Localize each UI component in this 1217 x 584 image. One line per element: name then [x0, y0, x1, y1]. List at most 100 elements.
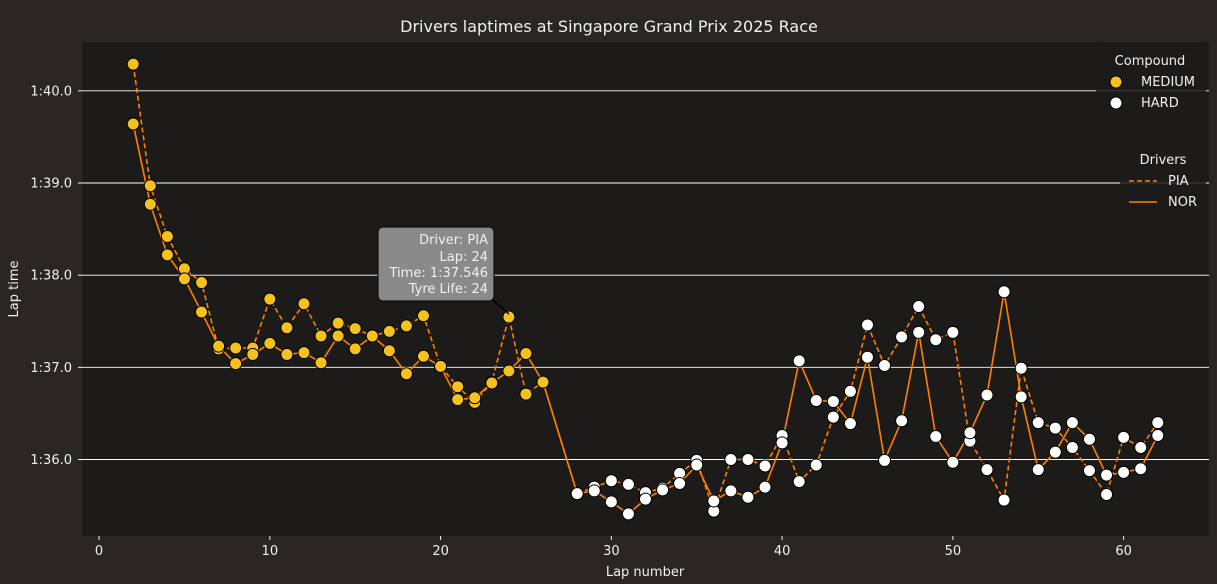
point-nor-lap-22[interactable] [468, 391, 482, 405]
point-nor-lap-24[interactable] [502, 364, 516, 378]
point-pia-lap-44[interactable] [843, 384, 857, 398]
point-nor-lap-21[interactable] [451, 393, 465, 407]
point-nor-lap-47[interactable] [895, 414, 909, 428]
point-pia-lap-60[interactable] [1117, 430, 1131, 444]
point-nor-lap-39[interactable] [758, 480, 772, 494]
point-nor-lap-59[interactable] [1100, 468, 1114, 482]
point-nor-lap-42[interactable] [809, 394, 823, 408]
point-pia-lap-61[interactable] [1134, 441, 1148, 455]
point-nor-lap-14[interactable] [331, 329, 345, 343]
point-pia-lap-10[interactable] [263, 292, 277, 306]
point-pia-lap-41[interactable] [792, 475, 806, 489]
point-nor-lap-30[interactable] [604, 495, 618, 509]
point-pia-lap-45[interactable] [860, 318, 874, 332]
point-pia-lap-55[interactable] [1031, 416, 1045, 430]
point-nor-lap-20[interactable] [434, 359, 448, 373]
point-nor-lap-58[interactable] [1082, 432, 1096, 446]
point-pia-lap-46[interactable] [878, 358, 892, 372]
point-nor-lap-15[interactable] [348, 342, 362, 356]
point-pia-lap-48[interactable] [912, 300, 926, 314]
point-nor-lap-53[interactable] [997, 285, 1011, 299]
point-pia-lap-12[interactable] [297, 297, 311, 311]
point-nor-lap-26[interactable] [536, 375, 550, 389]
point-nor-lap-55[interactable] [1031, 463, 1045, 477]
point-nor-lap-57[interactable] [1065, 416, 1079, 430]
point-pia-lap-38[interactable] [741, 453, 755, 467]
point-nor-lap-7[interactable] [212, 339, 226, 353]
point-nor-lap-56[interactable] [1048, 445, 1062, 459]
point-pia-lap-56[interactable] [1048, 421, 1062, 435]
point-pia-lap-24[interactable] [502, 310, 516, 324]
point-nor-lap-40[interactable] [775, 436, 789, 450]
point-pia-lap-43[interactable] [826, 410, 840, 424]
point-pia-lap-49[interactable] [929, 333, 943, 347]
data-points[interactable] [126, 57, 1165, 521]
point-pia-lap-39[interactable] [758, 459, 772, 473]
point-pia-lap-18[interactable] [399, 319, 413, 333]
point-nor-lap-61[interactable] [1134, 462, 1148, 476]
point-nor-lap-13[interactable] [314, 356, 328, 370]
point-nor-lap-48[interactable] [912, 325, 926, 339]
point-nor-lap-10[interactable] [263, 336, 277, 350]
point-pia-lap-3[interactable] [143, 179, 157, 193]
point-nor-lap-29[interactable] [587, 484, 601, 498]
point-pia-lap-54[interactable] [1014, 361, 1028, 375]
point-pia-lap-4[interactable] [160, 229, 174, 243]
point-nor-lap-36[interactable] [707, 494, 721, 508]
point-nor-lap-6[interactable] [195, 305, 209, 319]
point-pia-lap-11[interactable] [280, 321, 294, 335]
point-nor-lap-12[interactable] [297, 346, 311, 360]
point-pia-lap-2[interactable] [126, 57, 140, 71]
point-nor-lap-2[interactable] [126, 117, 140, 131]
point-pia-lap-47[interactable] [895, 330, 909, 344]
point-nor-lap-25[interactable] [519, 347, 533, 361]
point-pia-lap-42[interactable] [809, 458, 823, 472]
point-nor-lap-32[interactable] [639, 492, 652, 506]
point-pia-lap-13[interactable] [314, 329, 328, 343]
point-pia-lap-52[interactable] [980, 463, 994, 477]
point-nor-lap-52[interactable] [980, 388, 994, 402]
point-nor-lap-18[interactable] [399, 367, 413, 381]
point-nor-lap-46[interactable] [878, 453, 892, 467]
point-nor-lap-4[interactable] [160, 248, 174, 262]
point-pia-lap-58[interactable] [1082, 464, 1096, 478]
point-pia-lap-31[interactable] [621, 477, 635, 491]
point-nor-lap-54[interactable] [1014, 390, 1028, 404]
point-pia-lap-57[interactable] [1065, 441, 1079, 455]
point-pia-lap-17[interactable] [382, 324, 396, 338]
point-pia-lap-50[interactable] [946, 325, 960, 339]
point-pia-lap-6[interactable] [195, 276, 209, 290]
point-nor-lap-17[interactable] [382, 344, 396, 358]
point-pia-lap-14[interactable] [331, 316, 345, 330]
point-nor-lap-31[interactable] [621, 507, 635, 521]
point-pia-lap-62[interactable] [1151, 416, 1165, 430]
point-nor-lap-41[interactable] [792, 354, 806, 368]
point-nor-lap-44[interactable] [843, 417, 857, 431]
point-nor-lap-3[interactable] [143, 197, 157, 211]
point-nor-lap-50[interactable] [946, 455, 960, 469]
point-pia-lap-21[interactable] [451, 380, 465, 394]
point-pia-lap-15[interactable] [348, 322, 362, 336]
point-pia-lap-25[interactable] [519, 387, 533, 401]
point-nor-lap-8[interactable] [229, 357, 243, 371]
point-nor-lap-62[interactable] [1151, 429, 1165, 443]
point-nor-lap-5[interactable] [177, 272, 191, 286]
point-pia-lap-8[interactable] [229, 341, 243, 355]
point-nor-lap-16[interactable] [365, 329, 379, 343]
point-nor-lap-35[interactable] [690, 458, 704, 472]
point-nor-lap-60[interactable] [1117, 465, 1131, 479]
point-nor-lap-34[interactable] [673, 476, 687, 490]
point-nor-lap-11[interactable] [280, 347, 294, 361]
point-nor-lap-43[interactable] [826, 394, 840, 408]
point-nor-lap-19[interactable] [417, 349, 431, 363]
point-pia-lap-53[interactable] [997, 493, 1011, 507]
point-nor-lap-37[interactable] [724, 484, 738, 498]
point-pia-lap-59[interactable] [1100, 488, 1114, 502]
point-nor-lap-28[interactable] [570, 487, 584, 501]
point-pia-lap-19[interactable] [417, 309, 431, 323]
point-nor-lap-33[interactable] [656, 483, 670, 497]
point-nor-lap-49[interactable] [929, 429, 943, 443]
point-nor-lap-23[interactable] [485, 376, 499, 390]
point-pia-lap-37[interactable] [724, 453, 738, 467]
point-nor-lap-51[interactable] [963, 426, 977, 440]
